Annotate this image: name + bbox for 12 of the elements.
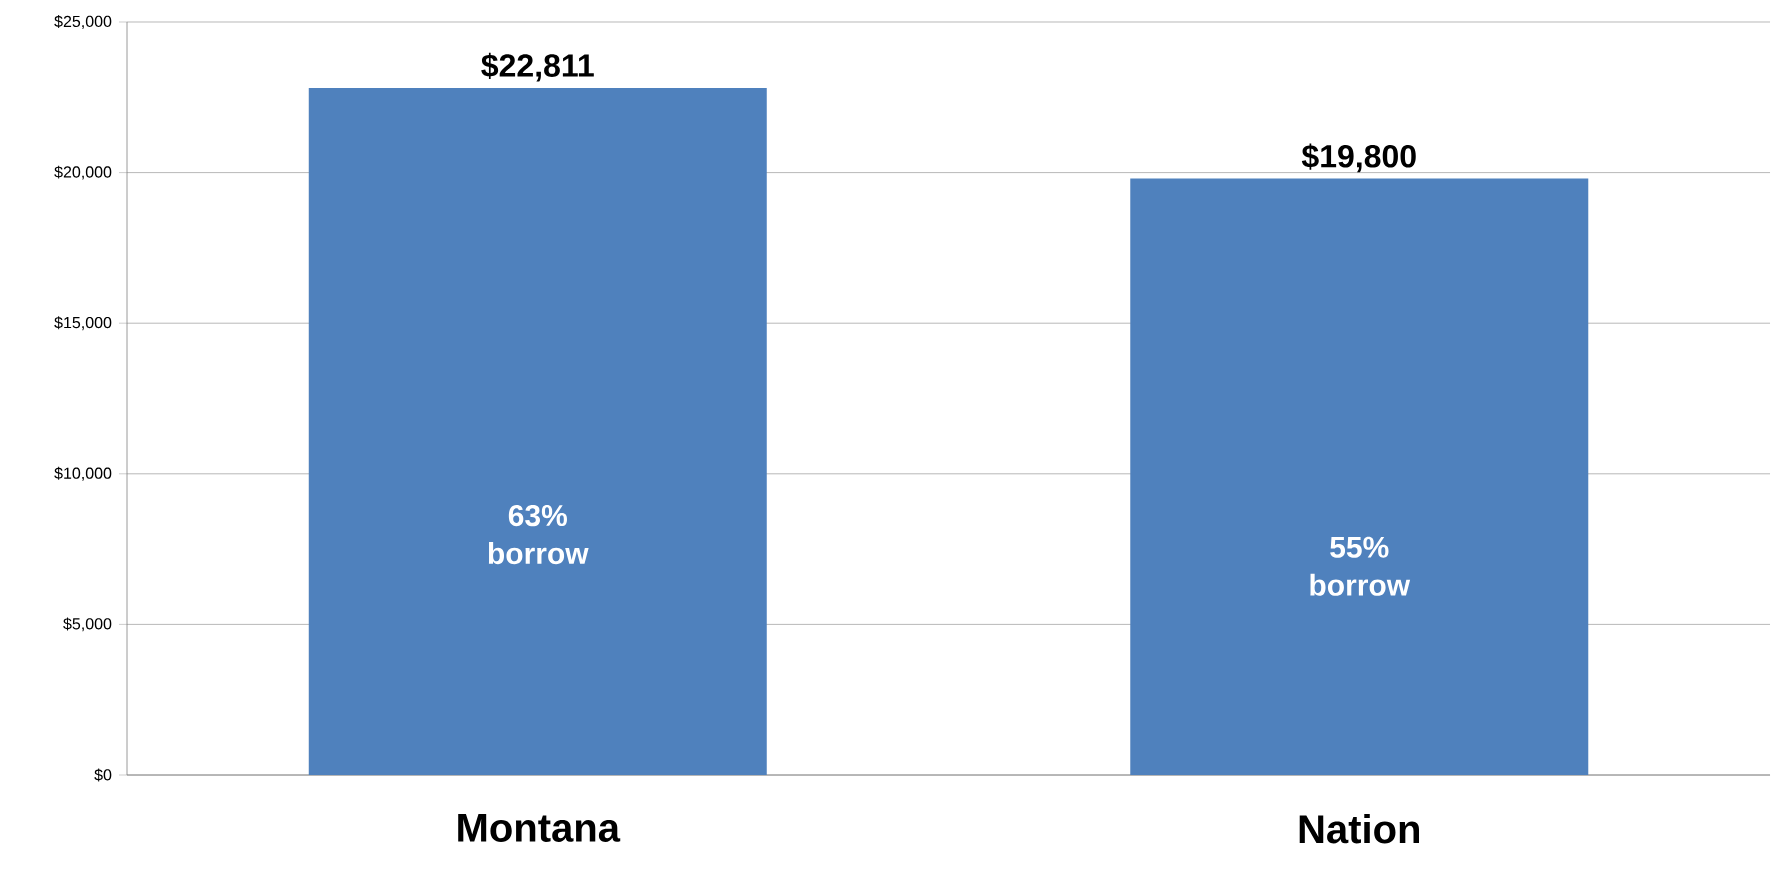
- y-tick-label: $5,000: [63, 617, 112, 632]
- annotation: 55% borrow: [1310, 536, 1411, 596]
- y-tick-label: $25,000: [54, 15, 112, 29]
- y-tick-label: $10,000: [54, 466, 112, 481]
- x-tick-label: Nation: [1299, 814, 1420, 844]
- y-tick-label: $15,000: [54, 316, 112, 331]
- y-tick-label: $20,000: [54, 165, 112, 180]
- y-tick-label: $0: [94, 768, 112, 782]
- data-label: $22,811: [481, 52, 594, 82]
- data-label: $19,800: [1301, 143, 1416, 173]
- annotation: 63% borrow: [488, 504, 589, 565]
- x-tick-label: Montana: [458, 814, 621, 842]
